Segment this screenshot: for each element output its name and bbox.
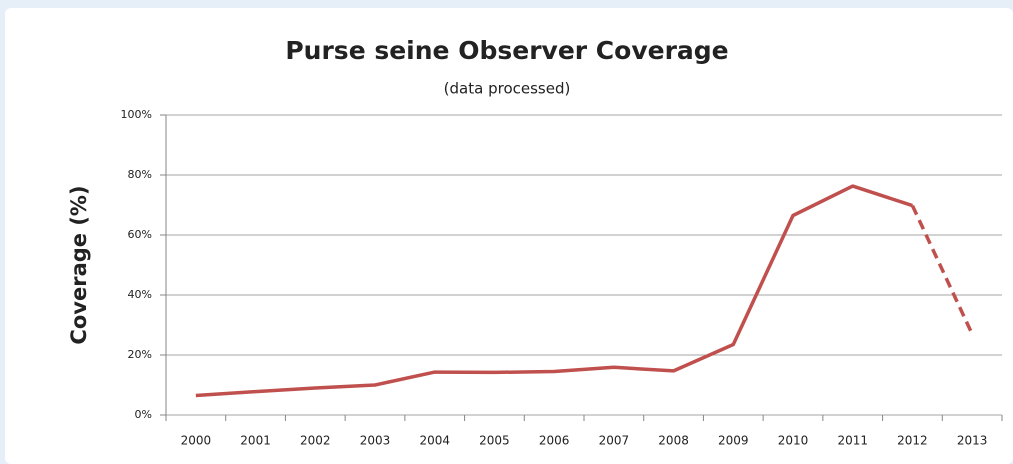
x-tick-label: 2005: [479, 434, 510, 448]
chart-title: Purse seine Observer Coverage: [285, 36, 728, 65]
x-tick-label: 2004: [419, 434, 450, 448]
x-tick-label: 2003: [360, 434, 391, 448]
y-tick-label: 60%: [128, 228, 152, 241]
panel: [5, 8, 1013, 464]
x-tick-label: 2000: [181, 434, 212, 448]
x-tick-label: 2010: [778, 434, 809, 448]
data-line: [910, 204, 974, 335]
chart-subtitle: (data processed): [444, 80, 571, 98]
x-tick-label: 2009: [718, 434, 749, 448]
x-tick-label: 2001: [240, 434, 271, 448]
x-tick-label: 2011: [837, 434, 868, 448]
y-tick-label: 40%: [128, 288, 152, 301]
data-line: [195, 184, 913, 398]
y-tick-label: 20%: [128, 348, 152, 361]
y-tick-label: 0%: [135, 408, 152, 421]
y-axis-title: Coverage (%): [67, 185, 91, 344]
x-tick-label: 2008: [658, 434, 689, 448]
x-tick-label: 2007: [599, 434, 630, 448]
y-tick-label: 100%: [121, 108, 152, 121]
y-tick-label: 80%: [128, 168, 152, 181]
x-tick-label: 2006: [539, 434, 570, 448]
x-tick-label: 2002: [300, 434, 331, 448]
x-tick-label: 2013: [957, 434, 988, 448]
x-tick-label: 2012: [897, 434, 928, 448]
